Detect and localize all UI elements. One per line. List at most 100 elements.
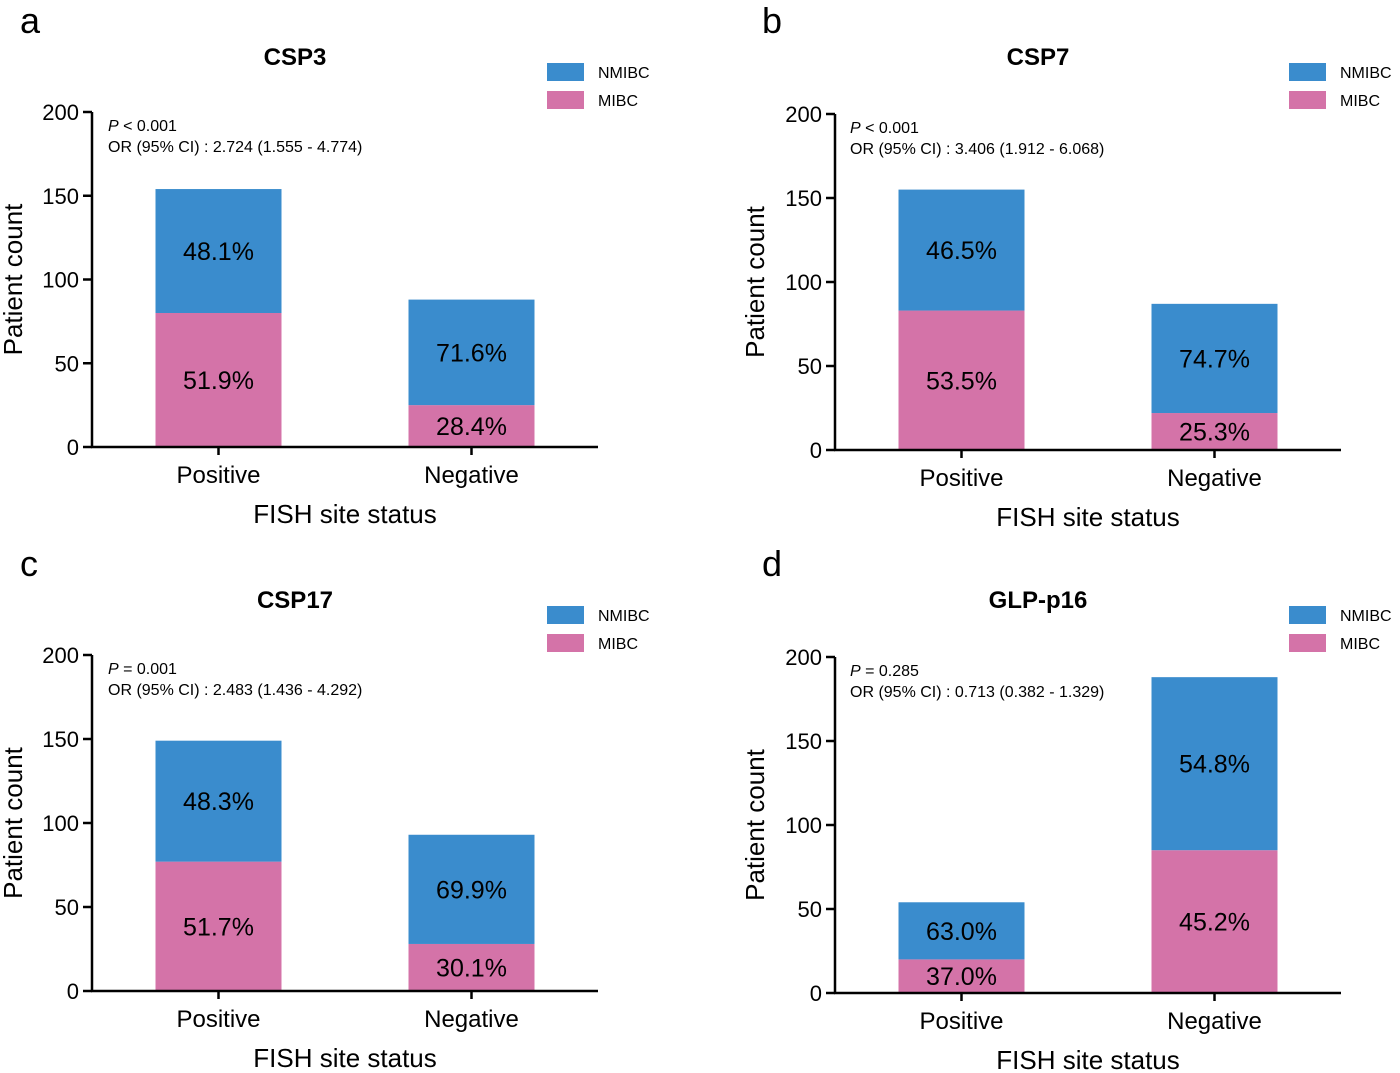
y-tick-label: 200	[42, 100, 79, 125]
odds-ratio: OR (95% CI) : 2.724 (1.555 - 4.774)	[108, 139, 362, 156]
legend-swatch-nmibc	[547, 63, 584, 81]
odds-ratio: OR (95% CI) : 3.406 (1.912 - 6.068)	[850, 141, 1104, 158]
legend-label-mibc: MIBC	[598, 93, 638, 110]
y-axis-title: Patient count	[0, 746, 28, 899]
p-symbol: P	[108, 661, 119, 678]
chart-panel-c: c CSP17 NMIBC MIBC P = 0.001 OR (95% CI) : 2.…	[0, 543, 650, 1073]
y-axis-title: Patient count	[0, 203, 28, 356]
legend-label-mibc: MIBC	[1340, 93, 1380, 110]
legend-swatch-mibc	[547, 91, 584, 109]
y-tick-label: 200	[42, 643, 79, 668]
panel-letter: a	[20, 0, 41, 41]
chart-panel-a: a CSP3 NMIBC MIBC P < 0.001 OR (95% CI) : 2.7…	[0, 0, 650, 529]
legend-swatch-nmibc	[1289, 63, 1326, 81]
bar-label-nmibc-negative: 54.8%	[1179, 751, 1250, 779]
chart-title: CSP17	[257, 587, 333, 614]
y-tick-label: 150	[785, 186, 822, 211]
y-tick-label: 100	[42, 268, 79, 293]
x-tick-label: Positive	[176, 462, 260, 489]
legend: NMIBC MIBC	[1289, 63, 1392, 110]
bar-label-mibc-negative: 25.3%	[1179, 419, 1250, 447]
legend-label-nmibc: NMIBC	[1340, 65, 1392, 82]
y-tick-label: 100	[785, 270, 822, 295]
y-tick-label: 50	[55, 895, 79, 920]
bar-label-mibc-negative: 28.4%	[436, 413, 507, 441]
y-axis-title: Patient count	[740, 205, 770, 358]
x-tick-label: Negative	[1167, 465, 1262, 492]
x-axis-title: FISH site status	[253, 1043, 437, 1073]
p-symbol: P	[850, 120, 861, 137]
figure: a CSP3 NMIBC MIBC P < 0.001 OR (95% CI) : 2.7…	[0, 0, 1400, 1073]
chart-title: CSP7	[1007, 44, 1070, 71]
p-value: P < 0.001	[850, 120, 919, 137]
y-tick-label: 150	[785, 729, 822, 754]
bar-label-nmibc-negative: 74.7%	[1179, 345, 1250, 373]
bar-label-nmibc-negative: 71.6%	[436, 339, 507, 367]
bar-label-mibc-negative: 30.1%	[436, 954, 507, 982]
x-axis-title: FISH site status	[996, 502, 1180, 532]
x-tick-label: Negative	[424, 1006, 519, 1033]
legend-swatch-nmibc	[1289, 606, 1326, 624]
y-tick-label: 100	[785, 813, 822, 838]
y-tick-label: 150	[42, 727, 79, 752]
legend-swatch-mibc	[547, 634, 584, 652]
chart-title: GLP-p16	[989, 587, 1088, 614]
y-tick-label: 50	[55, 351, 79, 376]
y-axis-title: Patient count	[740, 748, 770, 901]
p-value-text: = 0.001	[119, 661, 177, 678]
p-value-text: < 0.001	[861, 120, 919, 137]
bar-label-mibc-positive: 53.5%	[926, 367, 997, 395]
odds-ratio: OR (95% CI) : 0.713 (0.382 - 1.329)	[850, 684, 1104, 701]
bar-label-mibc-positive: 51.7%	[183, 913, 254, 941]
chart-title: CSP3	[264, 44, 327, 71]
panel-letter: b	[762, 0, 782, 41]
x-tick-label: Positive	[919, 1008, 1003, 1035]
p-value: P = 0.285	[850, 663, 919, 680]
chart-panel-b: b CSP7 NMIBC MIBC P < 0.001 OR (95% CI) : 3.4…	[740, 0, 1392, 532]
x-axis-title: FISH site status	[253, 499, 437, 529]
x-tick-label: Negative	[424, 462, 519, 489]
p-value: P = 0.001	[108, 661, 177, 678]
bar-label-nmibc-positive: 48.1%	[183, 238, 254, 266]
bar-label-mibc-positive: 51.9%	[183, 367, 254, 395]
y-tick-label: 0	[67, 435, 79, 460]
y-tick-label: 200	[785, 102, 822, 127]
legend-swatch-nmibc	[547, 606, 584, 624]
y-tick-label: 50	[798, 354, 822, 379]
panel-letter: c	[20, 543, 38, 584]
y-tick-label: 50	[798, 897, 822, 922]
y-tick-label: 150	[42, 184, 79, 209]
bar-label-nmibc-positive: 46.5%	[926, 237, 997, 265]
bar-label-mibc-positive: 37.0%	[926, 963, 997, 991]
legend-label-nmibc: NMIBC	[598, 65, 650, 82]
odds-ratio: OR (95% CI) : 2.483 (1.436 - 4.292)	[108, 682, 362, 699]
y-tick-label: 200	[785, 645, 822, 670]
bar-label-mibc-negative: 45.2%	[1179, 909, 1250, 937]
legend-swatch-mibc	[1289, 634, 1326, 652]
legend-label-nmibc: NMIBC	[1340, 608, 1392, 625]
legend-label-mibc: MIBC	[1340, 636, 1380, 653]
p-symbol: P	[108, 118, 119, 135]
bar-label-nmibc-negative: 69.9%	[436, 876, 507, 904]
y-tick-label: 100	[42, 811, 79, 836]
x-tick-label: Positive	[919, 465, 1003, 492]
y-tick-label: 0	[810, 981, 822, 1006]
y-tick-label: 0	[810, 438, 822, 463]
bar-label-nmibc-positive: 63.0%	[926, 918, 997, 946]
legend-label-nmibc: NMIBC	[598, 608, 650, 625]
y-tick-label: 0	[67, 979, 79, 1004]
x-tick-label: Negative	[1167, 1008, 1262, 1035]
x-tick-label: Positive	[176, 1006, 260, 1033]
p-symbol: P	[850, 663, 861, 680]
legend-label-mibc: MIBC	[598, 636, 638, 653]
bar-label-nmibc-positive: 48.3%	[183, 788, 254, 816]
p-value-text: < 0.001	[119, 118, 177, 135]
chart-panel-d: d GLP-p16 NMIBC MIBC P = 0.285 OR (95% CI) : …	[740, 543, 1392, 1073]
legend: NMIBC MIBC	[1289, 606, 1392, 653]
legend: NMIBC MIBC	[547, 606, 650, 653]
panel-letter: d	[762, 543, 782, 584]
x-axis-title: FISH site status	[996, 1045, 1180, 1073]
p-value-text: = 0.285	[861, 663, 919, 680]
legend: NMIBC MIBC	[547, 63, 650, 110]
legend-swatch-mibc	[1289, 91, 1326, 109]
